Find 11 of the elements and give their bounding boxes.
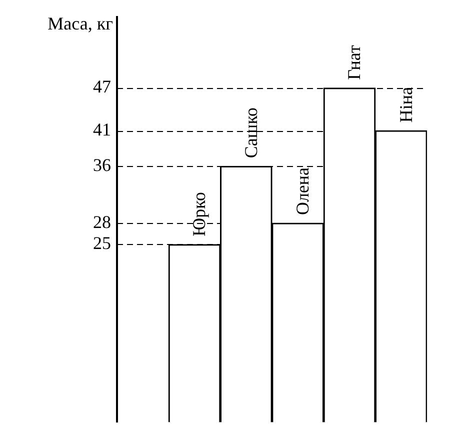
- x-tick-label: Гнат: [344, 45, 364, 80]
- y-tick-label: 28: [93, 212, 111, 232]
- x-tick-label: Ніна: [396, 86, 416, 123]
- y-axis-title: Маса, кг: [48, 14, 113, 34]
- x-tick-label: Юрко: [189, 192, 210, 236]
- x-tick-label: Сашко: [240, 107, 261, 158]
- x-tick-label: Олена: [292, 167, 313, 216]
- y-tick-label: 25: [93, 233, 111, 254]
- y-tick-label: 41: [93, 119, 111, 140]
- y-tick-label: 36: [93, 154, 111, 175]
- y-tick-label: 47: [93, 76, 111, 97]
